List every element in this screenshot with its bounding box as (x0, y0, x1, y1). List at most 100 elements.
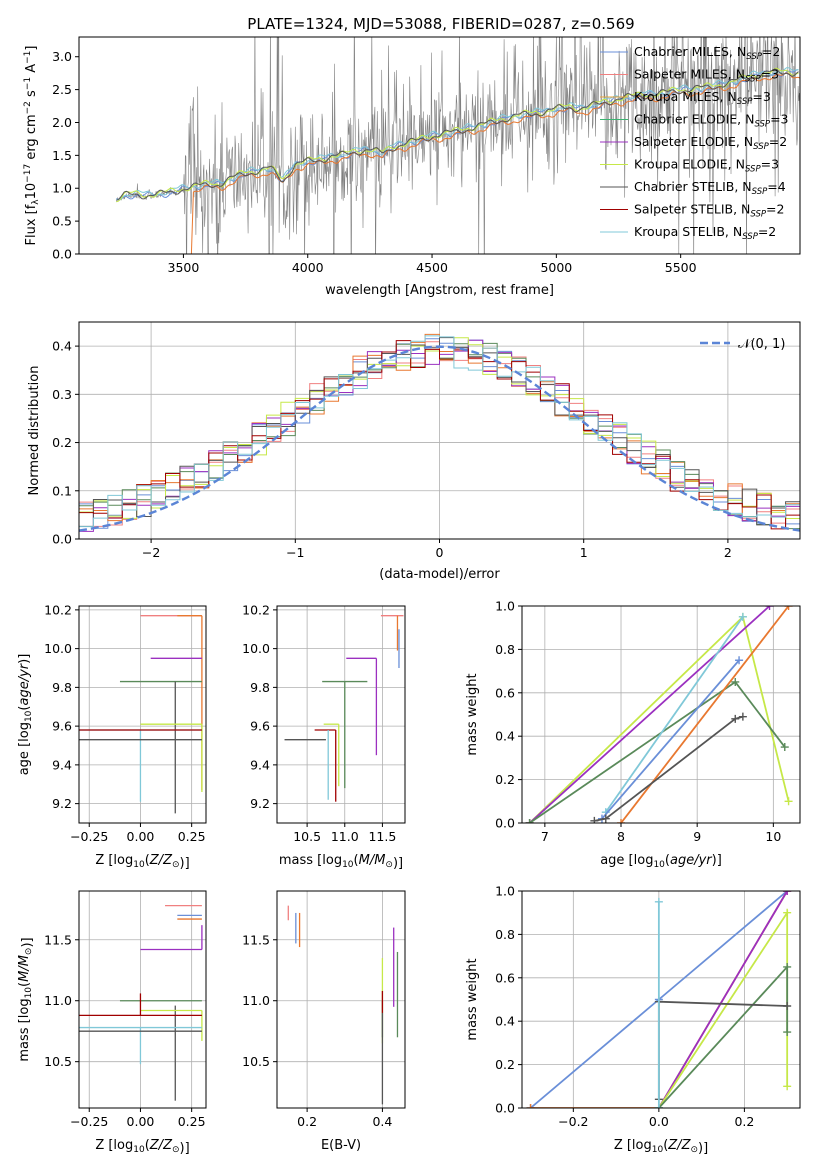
massz-marks (79, 904, 203, 1101)
normal-curve (79, 345, 800, 532)
mwz-ytick-label: 0.0 (495, 1101, 515, 1116)
massebv-frame (276, 890, 406, 1109)
spectrum-frame (78, 36, 801, 255)
legend-entry: Salpeter MILES, NSSP=3 (634, 67, 779, 85)
mwz-ylabel: mass weight (465, 958, 480, 1040)
agem-ytick-label: 9.8 (250, 680, 270, 695)
agez-ytick-label: 9.8 (52, 680, 72, 695)
hist-ylabel: Normed distribution (27, 366, 42, 496)
hist-ytick-label: 0.4 (52, 339, 72, 354)
legend-entry: Salpeter STELIB, NSSP=2 (634, 202, 784, 220)
mwage-frame (521, 605, 801, 824)
massz-xtick-label: −0.25 (70, 1114, 108, 1129)
mwz-series-line (657, 1000, 788, 1100)
mwz-marker (783, 891, 792, 895)
mwage-marker (784, 797, 793, 806)
hist-xtick-label: 1 (580, 545, 588, 560)
mwage-series-line (594, 715, 744, 822)
mwage-xtick-label: 9 (693, 829, 701, 844)
spectrum-legend: Chabrier MILES, NSSP=2 Salpeter MILES, NS… (600, 44, 789, 242)
massz-ytick-label: 10.5 (44, 1054, 72, 1069)
massz-frame (78, 890, 207, 1109)
mwz-ytick-label: 0.8 (495, 927, 515, 942)
spectrum-marks (116, 37, 800, 254)
legend-entry: Kroupa MILES, NSSP=3 (634, 89, 771, 107)
mwage-xtick-label: 8 (617, 829, 625, 844)
mwage-ytick-label: 1.0 (495, 599, 515, 614)
spectrum-ytick-label: 0.0 (52, 247, 72, 262)
mwz-frame (521, 890, 801, 1109)
mwage-marker (765, 606, 774, 610)
mwz-series-line (658, 891, 788, 1108)
agem-ytick-label: 10.0 (242, 641, 270, 656)
mwage-ytick-label: 0.4 (495, 729, 515, 744)
mwage-ytick-label: 0.6 (495, 685, 515, 700)
hist-marks (79, 333, 800, 539)
spectrum-data-line (116, 37, 800, 254)
mwz-ytick-label: 0.4 (495, 1014, 515, 1029)
agez-ytick-label: 9.6 (52, 719, 72, 734)
mwz-marks (526, 891, 792, 1108)
mwage-ytick-label: 0.8 (495, 642, 515, 657)
agem-xtick-label: 11.0 (331, 829, 359, 844)
mwage-marker (525, 819, 534, 823)
agem-xtick-label: 11.5 (368, 829, 396, 844)
agem-frame (276, 605, 406, 824)
mwz-series-line (658, 909, 789, 1108)
mwage-series-line (605, 616, 744, 813)
mwage-marker (784, 606, 793, 610)
mwage-series-line (620, 606, 790, 823)
mwz-marker (783, 1002, 792, 1011)
mwage-marker (601, 814, 610, 823)
mwz-xtick-label: −0.2 (558, 1114, 588, 1129)
mwz-xtick-label: 0.2 (734, 1114, 754, 1129)
spectrum-xtick-label: 5500 (665, 260, 697, 275)
agem-ytick-label: 9.2 (250, 796, 270, 811)
mwz-ytick-label: 1.0 (495, 884, 515, 899)
legend-entry: Kroupa ELODIE, NSSP=3 (634, 157, 779, 175)
spectrum-ytick-label: 3.0 (52, 49, 72, 64)
agez-xlabel: Z [log10(Z/Z⊙)] (95, 853, 189, 871)
mwage-marker (731, 677, 740, 686)
massebv-ytick-label: 11.0 (242, 993, 270, 1008)
hist-xtick-label: 2 (724, 545, 732, 560)
spectrum-xtick-label: 4000 (292, 260, 324, 275)
spectrum-ytick-label: 1.5 (52, 148, 72, 163)
age-vs-metallicity-plot: −0.25 0.00 0.25 9.2 9.4 9.6 9.8 10.0 10.2 Z [log1… (17, 602, 207, 871)
massz-ytick-label: 11.5 (44, 932, 72, 947)
massebv-marks (287, 905, 399, 1105)
mwage-series-line (601, 659, 740, 820)
spectrum-ylabel: Flux [fλ10−17 erg cm−2 s−1 A−1] (23, 46, 41, 246)
mwage-marker (780, 743, 789, 752)
hist-xtick-label: 0 (436, 545, 444, 560)
mwage-series-line (529, 680, 786, 823)
mwage-xlabel: age [log10(age/yr)] (600, 853, 722, 870)
age-vs-mass-plot: 10.5 11.0 11.5 9.2 9.4 9.6 9.8 10.0 10.2 mass [lo… (242, 602, 406, 871)
agem-xtick-label: 10.5 (293, 829, 321, 844)
mwage-ytick-label: 0.2 (495, 772, 515, 787)
mass-vs-metallicity-plot: −0.25 0.00 0.25 10.5 11.0 11.5 Z [log10(Z/Z⊙)]… (17, 890, 207, 1156)
agez-xtick-label: 0.00 (127, 829, 155, 844)
mwage-marker (738, 712, 747, 721)
mass-weight-vs-metallicity-plot: −0.2 0.0 0.2 0.0 0.2 0.4 0.6 0.8 1.0 Z [log10(Z/Z… (465, 884, 801, 1156)
legend-entry: Chabrier ELODIE, NSSP=3 (634, 112, 789, 130)
mwage-series-line (529, 606, 771, 823)
massz-xlabel: Z [log10(Z/Z⊙)] (95, 1138, 189, 1156)
mwz-xtick-label: 0.0 (649, 1114, 669, 1129)
hist-xlabel: (data-model)/error (379, 567, 500, 582)
legend-entry: Chabrier STELIB, NSSP=4 (634, 179, 786, 197)
mwz-marker (783, 1082, 792, 1091)
hist-legend: 𝒩(0, 1) (700, 337, 785, 352)
agez-frame (78, 605, 207, 824)
massebv-xtick-label: 0.4 (372, 1114, 392, 1129)
hist-step (79, 335, 800, 539)
mwz-marker (654, 1104, 663, 1108)
mwage-marks (525, 606, 793, 823)
mwz-xlabel: Z [log10(Z/Z⊙)] (614, 1138, 708, 1156)
mwage-marker (735, 656, 744, 665)
legend-entry: Kroupa STELIB, NSSP=2 (634, 224, 776, 242)
agez-ytick-label: 10.0 (44, 641, 72, 656)
spectrum-xtick-label: 3500 (168, 260, 200, 275)
legend-entry: Salpeter ELODIE, NSSP=2 (634, 134, 787, 152)
agem-xlabel: mass [log10(M/M⊙)] (279, 853, 403, 871)
